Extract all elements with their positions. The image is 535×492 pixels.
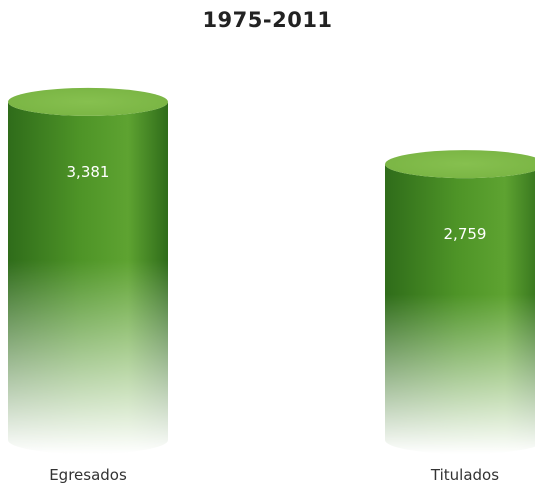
category-label: Egresados [49, 466, 127, 484]
bar-egresados: 3,381 Egresados [8, 87, 168, 484]
bar-body [385, 164, 535, 454]
bar-top [8, 87, 168, 116]
data-label: 3,381 [67, 163, 110, 181]
bar-body [8, 101, 168, 455]
category-label: Titulados [430, 466, 499, 484]
bar-titulados: 2,759 Titulados [385, 150, 535, 484]
chart-title: 1975-2011 [202, 8, 333, 32]
bar-top [385, 150, 535, 179]
data-label: 2,759 [444, 225, 487, 243]
